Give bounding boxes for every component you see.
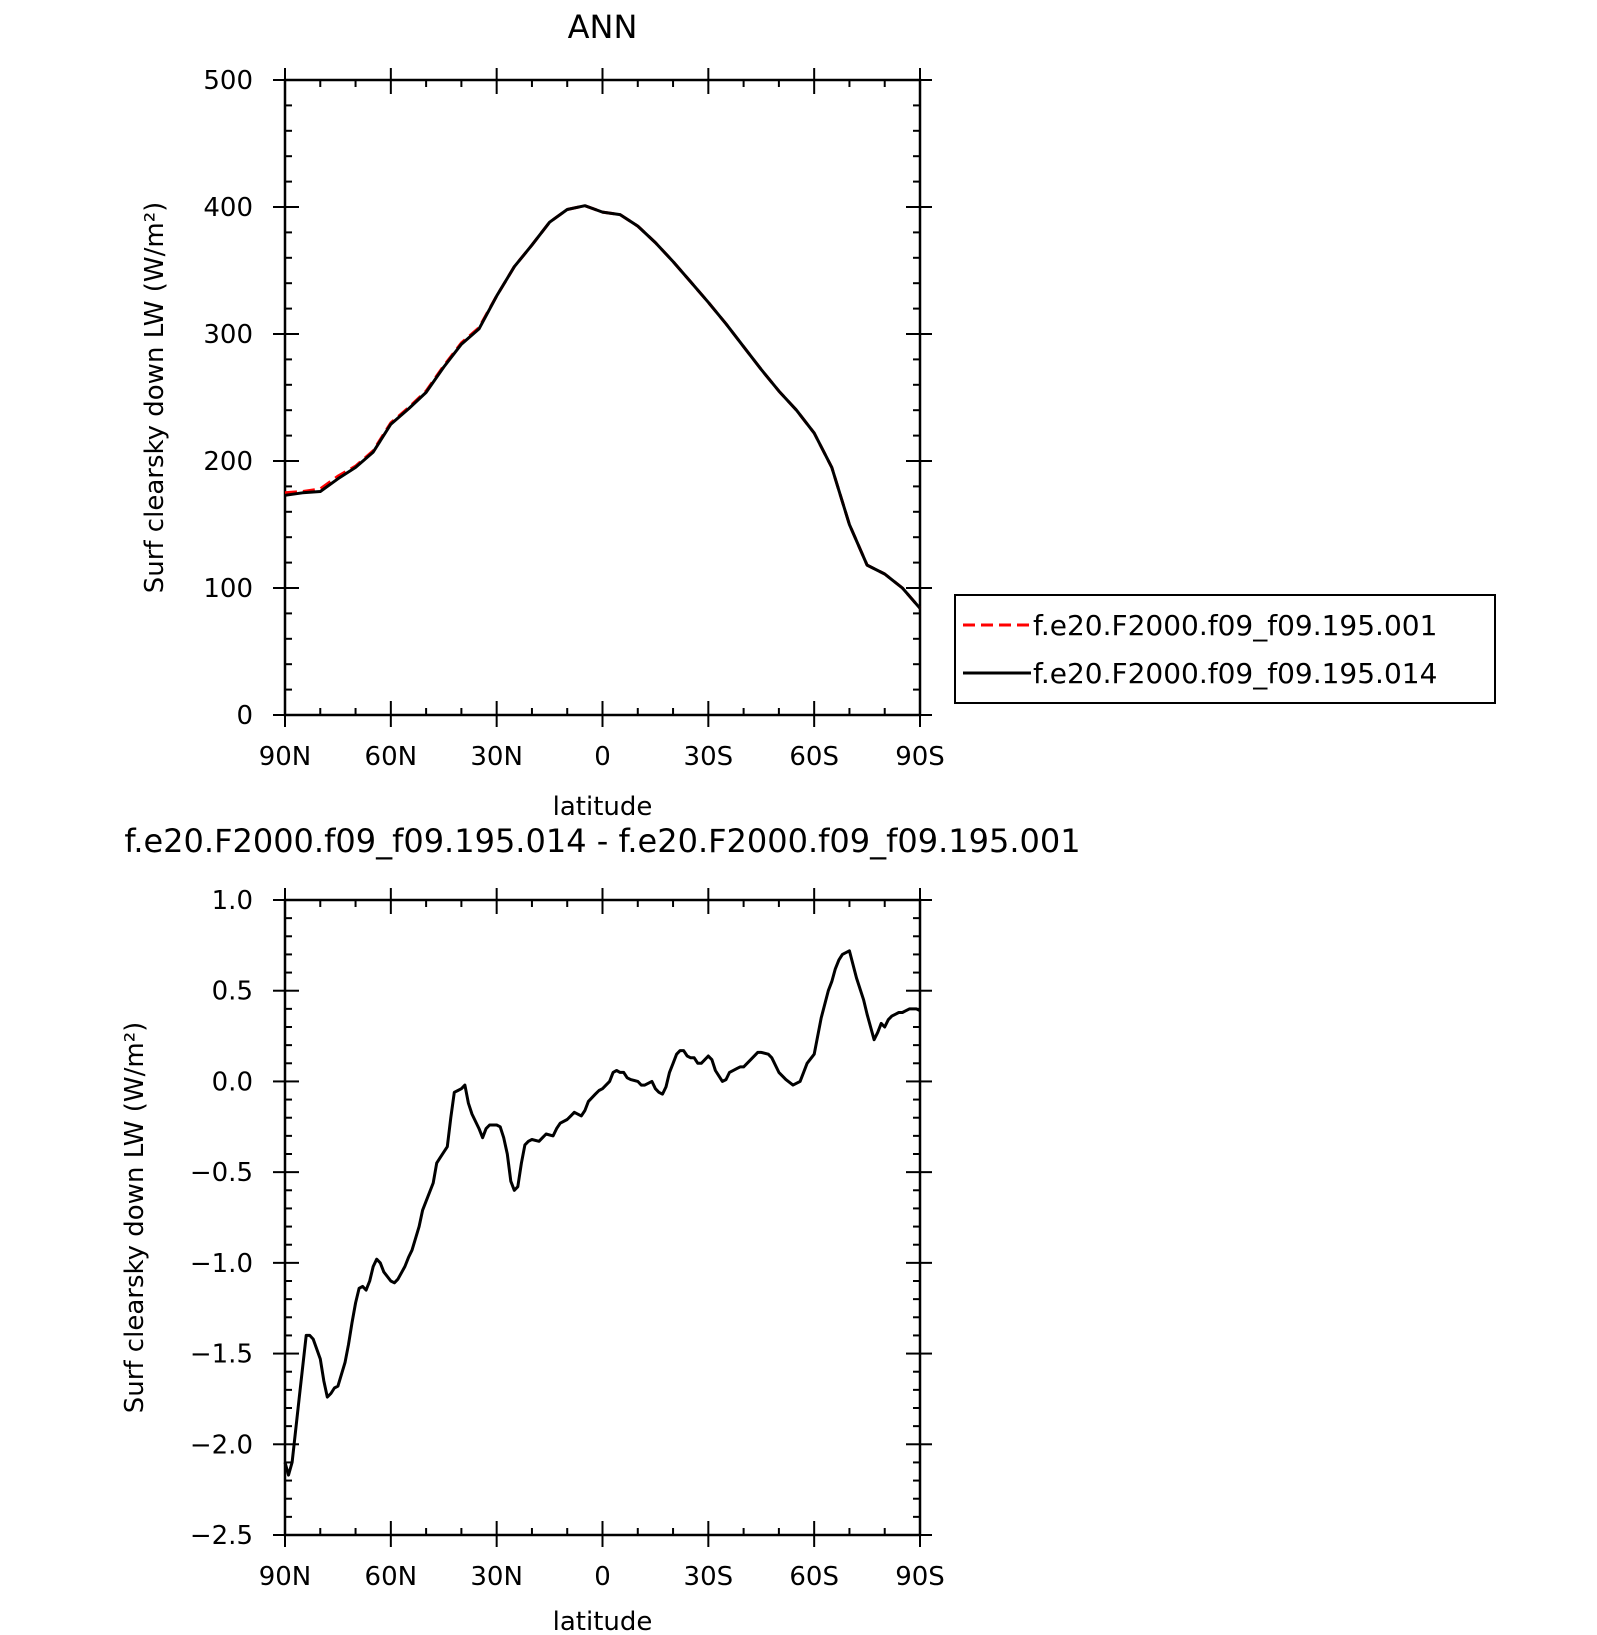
- x-tick-label: 0: [594, 742, 611, 772]
- x-tick-label: 30N: [470, 1562, 523, 1592]
- x-tick-label: 90S: [895, 1562, 945, 1592]
- legend: f.e20.F2000.f09_f09.195.001 f.e20.F2000.f…: [954, 594, 1496, 704]
- y-tick-label: 100: [203, 574, 253, 604]
- x-axis-title: latitude: [553, 792, 653, 822]
- y-tick-label: 400: [203, 193, 253, 223]
- x-tick-label: 30N: [470, 742, 523, 772]
- chart-panel-1: ANN 90N 60N 30N 0 30S 60S 90S 0 100 200 300 400 500 la…: [140, 8, 1496, 822]
- y-axis-title: Surf clearsky down LW (W/m²): [120, 1022, 150, 1414]
- x-tick-label: 60S: [789, 742, 839, 772]
- x-tick-label: 90N: [259, 742, 312, 772]
- series-line-1: [284, 204, 922, 610]
- chart-title: ANN: [568, 8, 638, 46]
- plot-frame: [283, 78, 922, 717]
- y-tick-label: 200: [203, 447, 253, 477]
- series-line-2: [284, 204, 922, 610]
- y-tick-label: 0: [236, 701, 253, 731]
- legend-label-1: f.e20.F2000.f09_f09.195.001: [1033, 609, 1437, 642]
- y-tick-label: 0.5: [212, 977, 253, 1007]
- y-tick-label: −1.0: [190, 1249, 253, 1279]
- y-tick-label: −1.5: [190, 1340, 253, 1370]
- x-tick-label: 60N: [365, 742, 418, 772]
- x-tick-label: 60N: [365, 1562, 418, 1592]
- y-tick-label: −2.5: [190, 1521, 253, 1551]
- series-line-1: [283, 949, 921, 1477]
- y-tick-label: −0.5: [190, 1158, 253, 1188]
- x-tick-label: 30S: [684, 742, 734, 772]
- y-tick-label: 300: [203, 320, 253, 350]
- x-tick-label: 30S: [684, 1562, 734, 1592]
- y-axis-title: Surf clearsky down LW (W/m²): [140, 202, 170, 594]
- x-tick-label: 0: [594, 1562, 611, 1592]
- chart-panel-2: f.e20.F2000.f09_f09.195.014 - f.e20.F200…: [120, 822, 1081, 1635]
- x-tick-label: 90S: [895, 742, 945, 772]
- x-tick-label: 60S: [789, 1562, 839, 1592]
- y-tick-label: −2.0: [190, 1430, 253, 1460]
- y-tick-label: 500: [203, 66, 253, 96]
- legend-label-2: f.e20.F2000.f09_f09.195.014: [1033, 657, 1437, 690]
- x-axis-title: latitude: [553, 1607, 653, 1635]
- legend-box: [954, 594, 1496, 704]
- y-tick-label: 1.0: [212, 886, 253, 916]
- y-tick-label: 0.0: [212, 1067, 253, 1097]
- x-tick-label: 90N: [259, 1562, 312, 1592]
- plot-frame: [283, 898, 922, 1537]
- chart-title: f.e20.F2000.f09_f09.195.014 - f.e20.F200…: [124, 822, 1080, 860]
